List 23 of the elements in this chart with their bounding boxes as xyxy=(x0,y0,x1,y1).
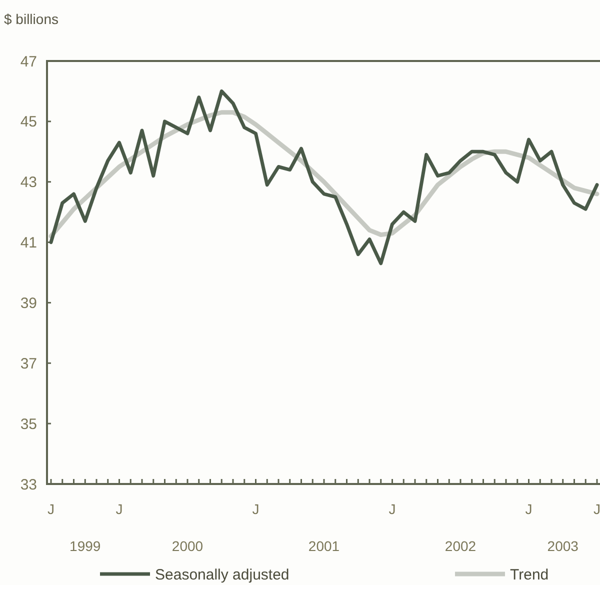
x-tick-label: J xyxy=(116,501,123,517)
y-axis-title: $ billions xyxy=(4,11,58,27)
text: 2000 xyxy=(172,538,204,554)
text: 1999 xyxy=(70,538,101,554)
text: 2002 xyxy=(444,538,476,554)
y-tick-label: 43 xyxy=(20,174,37,192)
x-tick-label: J xyxy=(252,501,260,517)
x-tick-label: J xyxy=(525,501,532,517)
y-tick-label: 37 xyxy=(20,355,37,372)
x-tick-label: J xyxy=(48,501,54,517)
legend-label: Trend xyxy=(510,566,549,584)
y-tick-label: 33 xyxy=(20,476,37,494)
x-tick-label: J xyxy=(594,501,600,517)
x-tick-label: J xyxy=(388,501,396,517)
text: 2001 xyxy=(308,538,340,554)
text: 2003 xyxy=(547,538,579,554)
y-tick-label: 41 xyxy=(20,234,37,252)
y-tick-label: 45 xyxy=(20,114,37,131)
legend-label: Seasonally adjusted xyxy=(155,566,290,584)
y-tick-label: 39 xyxy=(20,294,37,312)
y-tick-label: 35 xyxy=(20,416,37,433)
y-tick-label: 47 xyxy=(20,53,37,70)
line-series xyxy=(49,89,599,266)
